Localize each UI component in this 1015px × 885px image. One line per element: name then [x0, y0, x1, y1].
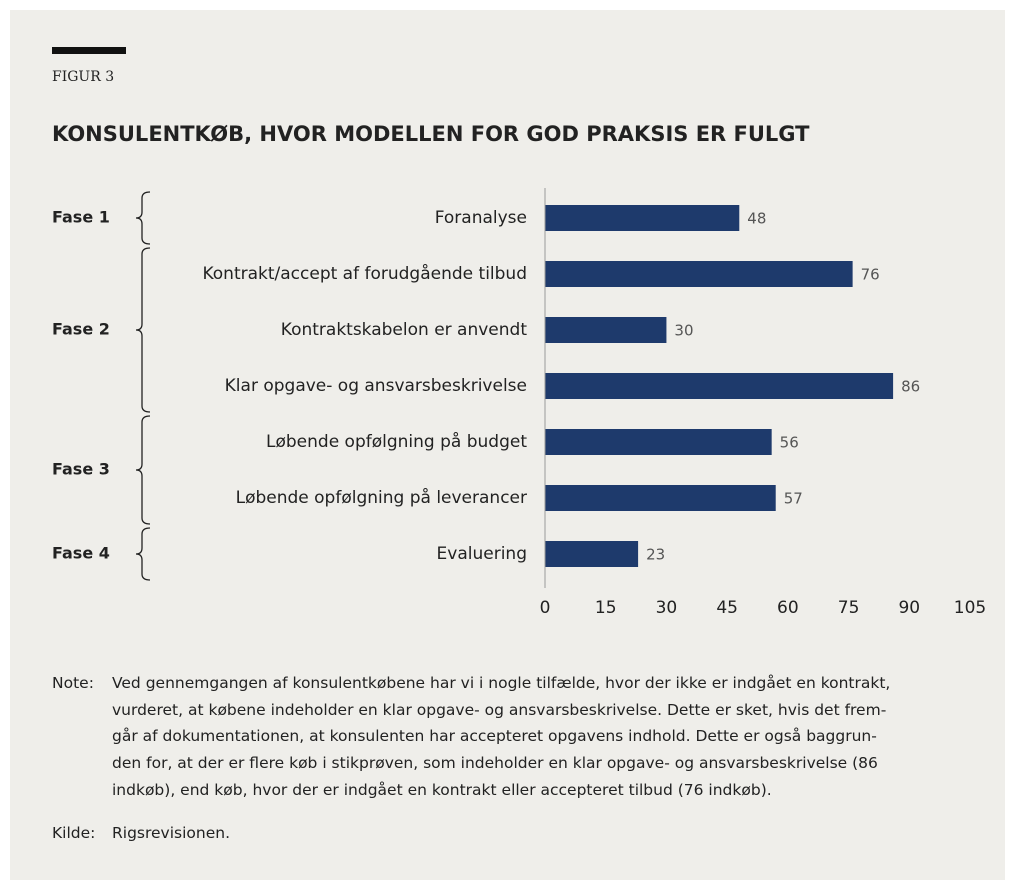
- header-rule: [52, 47, 126, 54]
- value-label: 76: [861, 266, 880, 284]
- group-brace: [135, 191, 151, 245]
- note-line: vurderet, at købene indeholder en klar o…: [112, 700, 887, 719]
- bar: [545, 261, 853, 287]
- x-tick-label: 90: [898, 598, 920, 618]
- value-label: 57: [784, 490, 803, 508]
- group-brace: [135, 415, 151, 525]
- bar: [545, 317, 667, 343]
- note-label: Note:: [52, 674, 94, 692]
- panel: [10, 10, 1005, 880]
- source-text: Rigsrevisionen.: [112, 824, 231, 842]
- bar: [545, 485, 776, 511]
- group-label: Fase 1: [52, 208, 110, 227]
- category-label: Klar opgave- og ansvarsbeskrivelse: [225, 376, 527, 396]
- note-line: går af dokumentationen, at konsulenten h…: [112, 727, 877, 746]
- group-label: Fase 3: [52, 460, 110, 479]
- x-tick-label: 45: [716, 598, 738, 618]
- bar: [545, 429, 772, 455]
- x-tick-label: 105: [954, 598, 986, 618]
- x-tick-label: 30: [656, 598, 678, 618]
- category-label: Løbende opfølgning på budget: [266, 431, 527, 452]
- category-label: Kontrakt/accept af forudgående tilbud: [202, 263, 527, 284]
- group-brace: [135, 527, 151, 581]
- note-line: indkøb), end køb, hvor der er indgået en…: [112, 780, 772, 799]
- category-label: Foranalyse: [435, 208, 527, 228]
- chart-title: KONSULENTKØB, HVOR MODELLEN FOR GOD PRAK…: [52, 122, 810, 146]
- category-label: Kontraktskabelon er anvendt: [281, 320, 528, 340]
- x-tick-label: 75: [838, 598, 860, 618]
- value-label: 48: [747, 210, 766, 228]
- value-label: 30: [674, 322, 693, 340]
- value-label: 56: [780, 434, 799, 452]
- bar: [545, 373, 894, 399]
- category-label: Evaluering: [437, 544, 527, 564]
- category-label: Løbende opfølgning på leverancer: [236, 487, 527, 508]
- group-brace: [135, 247, 151, 413]
- bar: [545, 205, 740, 231]
- group-label: Fase 2: [52, 320, 110, 339]
- figure-label: FIGUR 3: [52, 69, 114, 85]
- x-tick-label: 15: [595, 598, 617, 618]
- value-label: 86: [901, 378, 920, 396]
- x-tick-label: 0: [540, 598, 551, 618]
- x-tick-label: 60: [777, 598, 799, 618]
- source-label: Kilde:: [52, 824, 96, 842]
- group-label: Fase 4: [52, 544, 110, 563]
- bar: [545, 541, 639, 567]
- note-line: Ved gennemgangen af konsulentkøbene har …: [112, 674, 891, 692]
- note-line: den for, at der er flere køb i stikprøve…: [112, 754, 878, 773]
- value-label: 23: [646, 546, 665, 564]
